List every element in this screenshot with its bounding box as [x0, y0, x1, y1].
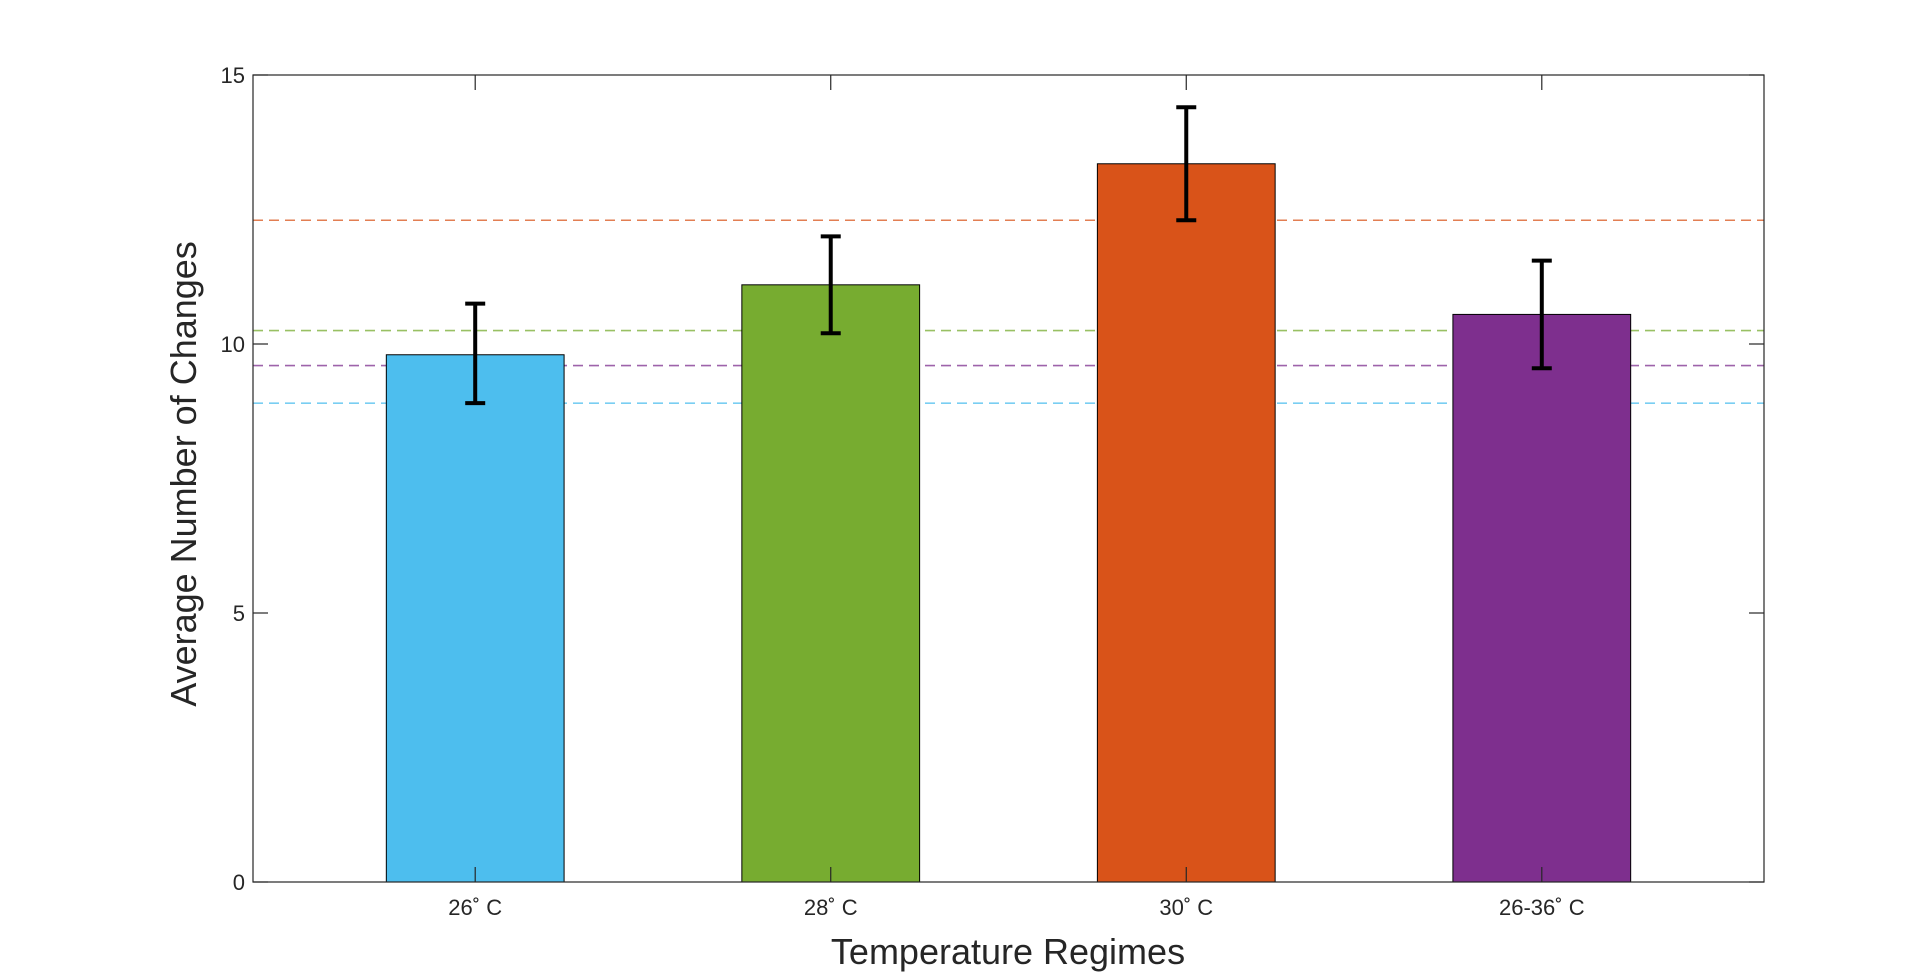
- x-tick-labels: 26˚ C 28˚ C 30˚ C 26-36˚ C: [448, 895, 1584, 920]
- axes: [252, 74, 1765, 883]
- y-tick-label: 0: [233, 870, 245, 895]
- bars: [385, 163, 1632, 883]
- error-bars: [465, 105, 1552, 406]
- y-tick-label: 5: [233, 601, 245, 626]
- bar-3: [1096, 163, 1276, 883]
- x-tick-label: 26˚ C: [448, 895, 502, 920]
- y-tick-labels: 0 5 10 15: [221, 63, 245, 895]
- bar-4: [1452, 313, 1632, 883]
- x-tick-label: 26-36˚ C: [1499, 895, 1585, 920]
- x-tick-label: 28˚ C: [804, 895, 858, 920]
- y-tick-label: 15: [221, 63, 245, 88]
- x-axis-label: Temperature Regimes: [831, 931, 1185, 972]
- y-tick-label: 10: [221, 332, 245, 357]
- bar-2: [741, 284, 921, 883]
- x-tick-label: 30˚ C: [1159, 895, 1213, 920]
- y-axis-label: Average Number of Changes: [163, 241, 204, 707]
- plot-frame: [252, 74, 1765, 883]
- reference-lines: [253, 219, 1764, 404]
- bar-1: [385, 354, 565, 883]
